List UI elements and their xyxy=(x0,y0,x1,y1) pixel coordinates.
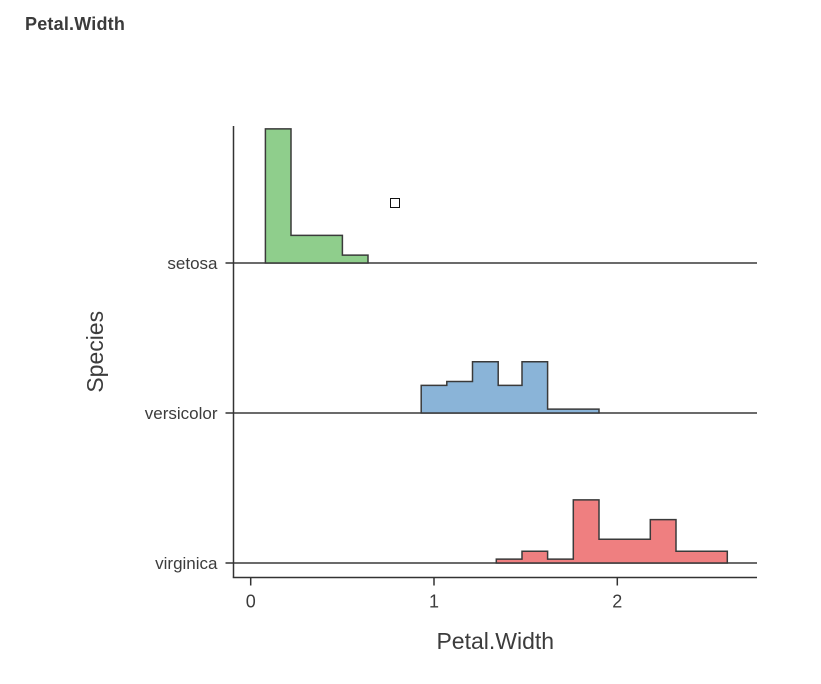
y-axis-title: Species xyxy=(82,311,108,393)
y-tick-label-virginica: virginica xyxy=(155,554,218,573)
histogram-setosa xyxy=(264,128,369,264)
y-tick-label-setosa: setosa xyxy=(167,254,218,273)
small-square-artifact xyxy=(390,198,400,208)
histogram-versicolor xyxy=(420,360,600,414)
x-tick-label-0: 0 xyxy=(246,592,256,612)
y-tick-label-versicolor: versicolor xyxy=(145,404,218,423)
page-title: Petal.Width xyxy=(25,14,126,34)
x-tick-label-1: 1 xyxy=(429,592,439,612)
histogram-virginica xyxy=(495,499,729,564)
x-axis-title: Petal.Width xyxy=(436,628,554,654)
x-tick-label-2: 2 xyxy=(612,592,622,612)
